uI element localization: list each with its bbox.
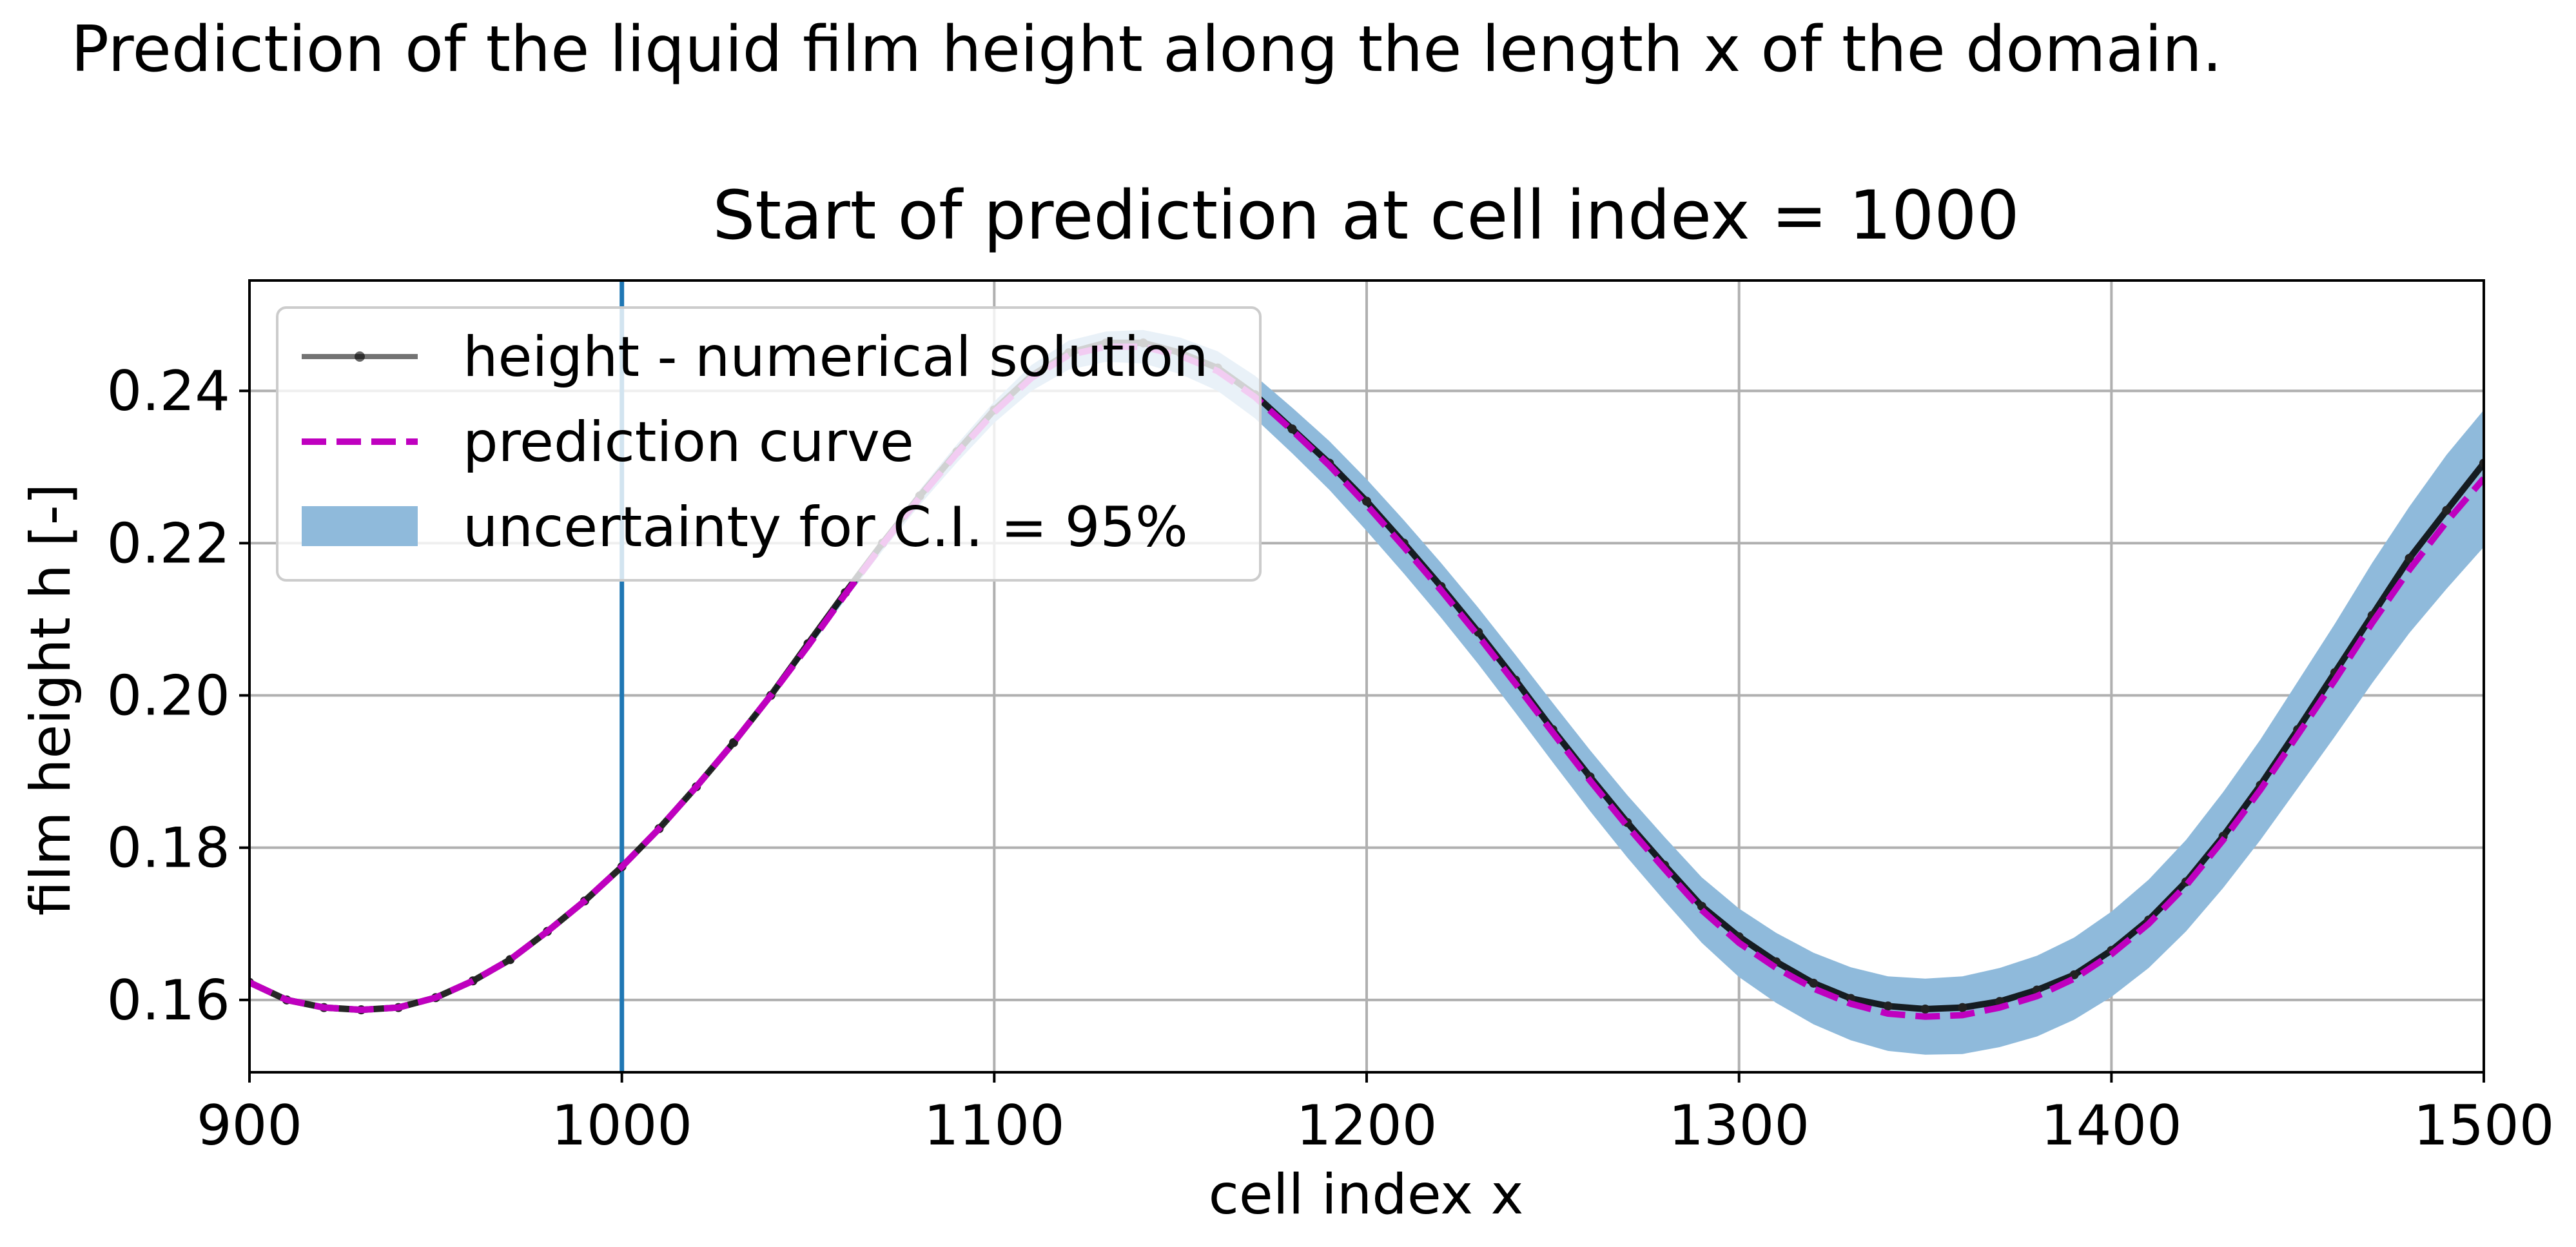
numerical-solution-point — [2069, 970, 2079, 979]
numerical-solution-point — [1362, 496, 1371, 506]
y-tick-label: 0.18 — [107, 816, 230, 881]
legend-label-numerical-solution: height - numerical solution — [463, 325, 1209, 389]
x-tick-label: 900 — [197, 1094, 302, 1158]
y-axis-label: film height h [-] — [19, 484, 83, 916]
legend-label-uncertainty: uncertainty for C.I. = 95% — [463, 495, 1188, 560]
legend-marker-numerical-solution — [355, 351, 365, 362]
legend-label-prediction-curve: prediction curve — [463, 410, 914, 475]
y-tick-label: 0.16 — [107, 968, 230, 1033]
numerical-solution-point — [1920, 1004, 1930, 1014]
legend-box — [276, 306, 1262, 582]
legend-swatch-uncertainty — [302, 506, 418, 546]
x-tick-label: 1300 — [1668, 1094, 1810, 1158]
numerical-solution-point — [1883, 1001, 1893, 1011]
figure-title: Prediction of the liquid film height alo… — [71, 13, 2222, 86]
numerical-solution-point — [1287, 424, 1297, 434]
numerical-solution-point — [1958, 1003, 1967, 1012]
plot-series — [249, 280, 2484, 1072]
y-tick-label: 0.20 — [107, 664, 230, 729]
numerical-solution-point — [2442, 506, 2452, 515]
chart-title: Start of prediction at cell index = 1000 — [712, 176, 2019, 255]
numerical-solution-point — [2405, 553, 2414, 563]
prediction-curve-line — [249, 343, 2484, 1020]
x-tick-label: 1100 — [924, 1094, 1065, 1158]
numerical-solution-point — [728, 738, 738, 747]
x-tick-label: 1500 — [2414, 1094, 2555, 1158]
x-tick-label: 1200 — [1296, 1094, 1438, 1158]
x-axis-label: cell index x — [1209, 1163, 1524, 1227]
numerical-solution-point — [1809, 978, 1819, 988]
x-tick-label: 1000 — [551, 1094, 692, 1158]
x-tick-label: 1400 — [2041, 1094, 2182, 1158]
y-tick-label: 0.22 — [107, 511, 230, 576]
legend: height - numerical solution prediction cu… — [276, 306, 1262, 582]
y-tick-label: 0.24 — [107, 359, 230, 424]
